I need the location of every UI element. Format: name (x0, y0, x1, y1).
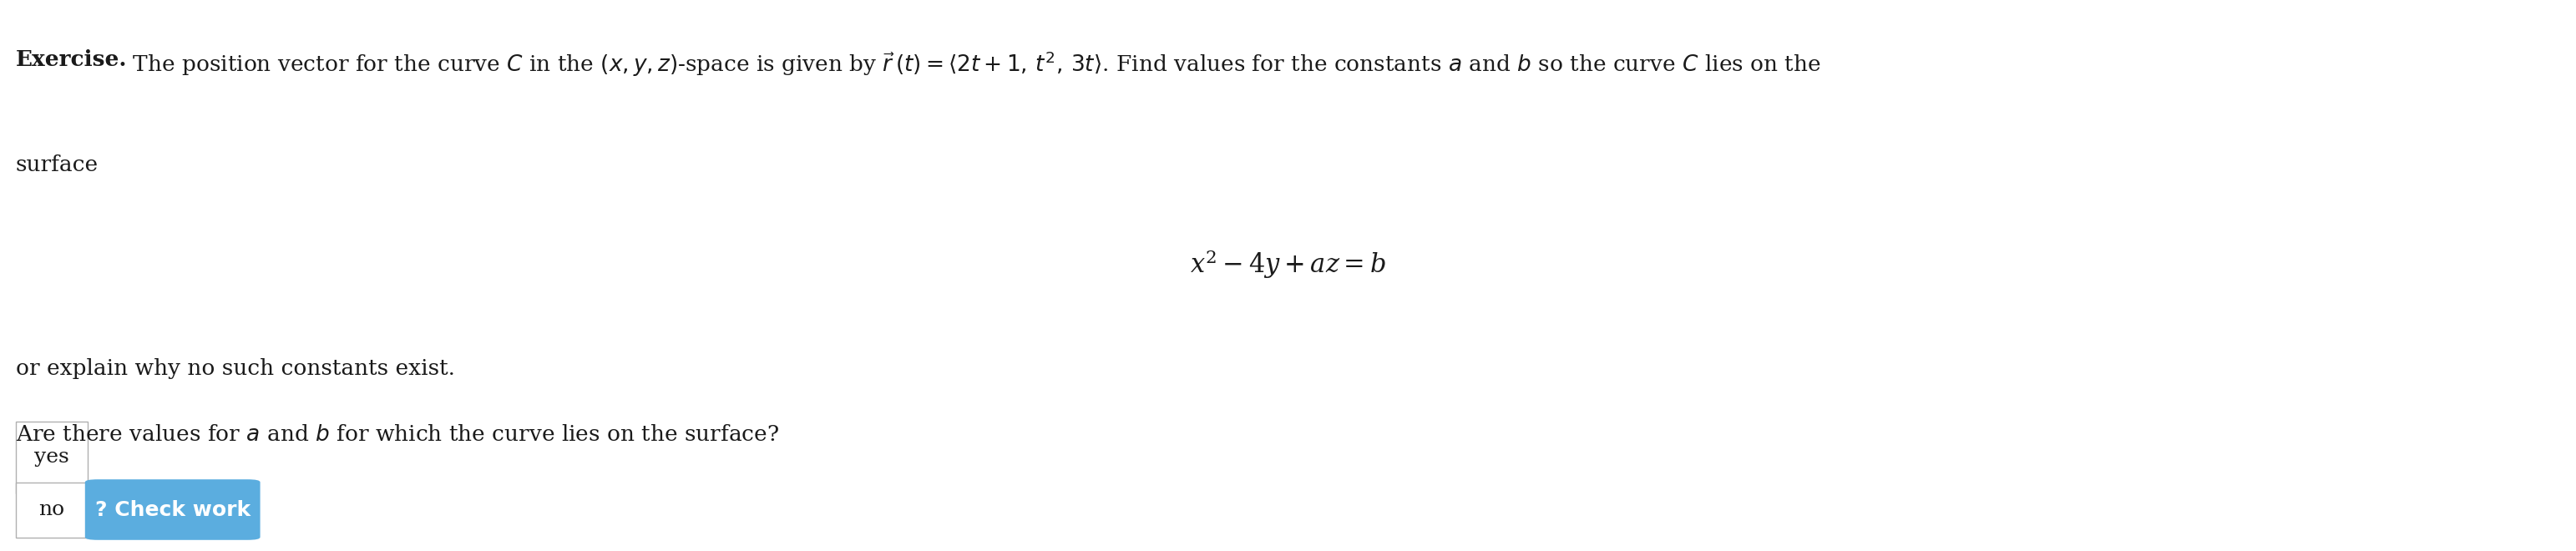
Text: Are there values for $a$ and $b$ for which the curve lies on the surface?: Are there values for $a$ and $b$ for whi… (15, 424, 778, 445)
Text: ? Check work: ? Check work (95, 500, 250, 520)
FancyBboxPatch shape (85, 479, 260, 540)
Text: Exercise.: Exercise. (15, 50, 126, 71)
FancyBboxPatch shape (15, 482, 88, 537)
FancyBboxPatch shape (15, 422, 88, 493)
Text: surface: surface (15, 154, 98, 175)
Text: $x^2 - 4y + az = b$: $x^2 - 4y + az = b$ (1190, 248, 1386, 280)
Text: no: no (39, 500, 64, 519)
Text: The position vector for the curve $C$ in the $(x, y, z)$-space is given by $\vec: The position vector for the curve $C$ in… (118, 50, 1821, 78)
Text: or explain why no such constants exist.: or explain why no such constants exist. (15, 358, 456, 379)
Text: yes: yes (33, 448, 70, 467)
